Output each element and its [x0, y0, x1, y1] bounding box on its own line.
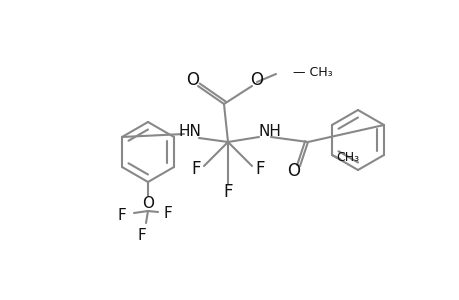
Text: NH: NH [258, 124, 281, 139]
Text: — CH₃: — CH₃ [292, 65, 332, 79]
Text: O: O [250, 71, 263, 89]
Text: F: F [118, 208, 126, 223]
Text: O: O [186, 71, 199, 89]
Text: F: F [223, 183, 232, 201]
Text: CH₃: CH₃ [336, 151, 359, 164]
Text: F: F [191, 160, 200, 178]
Text: F: F [163, 206, 172, 220]
Text: HN: HN [178, 124, 201, 139]
Text: O: O [287, 162, 300, 180]
Text: F: F [255, 160, 264, 178]
Text: F: F [137, 227, 146, 242]
Text: O: O [142, 196, 154, 211]
